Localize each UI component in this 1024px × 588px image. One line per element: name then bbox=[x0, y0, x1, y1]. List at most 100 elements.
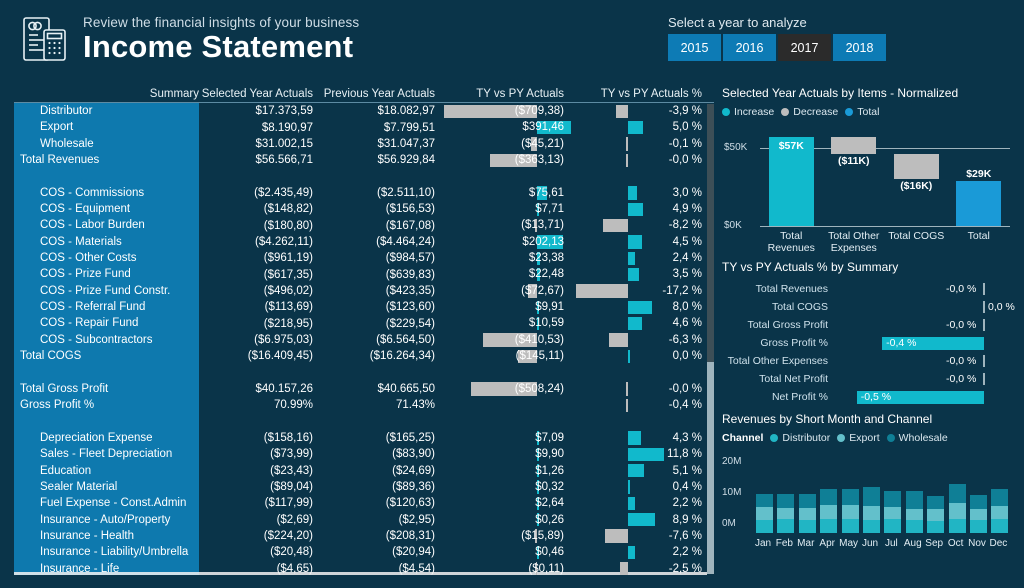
cell-previous-year-actuals: ($24,69) bbox=[392, 464, 435, 477]
table-row[interactable]: COS - Equipment ($148,82) ($156,53) $7,71 4,… bbox=[14, 201, 714, 218]
table-row[interactable]: Insurance - Auto/Property ($2,69) ($2,95) $… bbox=[14, 511, 714, 528]
monthly-stacked-column[interactable] bbox=[991, 489, 1009, 533]
year-button-2015[interactable]: 2015 bbox=[668, 34, 721, 61]
table-row[interactable]: COS - Other Costs ($961,19) ($984,57) $23,3… bbox=[14, 250, 714, 267]
ty-vs-py-pct-value: -17,2 % bbox=[662, 284, 702, 297]
table-row[interactable]: Total Revenues $56.566,71 $56.929,84 ($363,… bbox=[14, 152, 714, 169]
cell-previous-year-actuals: $56.929,84 bbox=[377, 154, 435, 167]
legend-item-export[interactable]: Export bbox=[837, 432, 880, 444]
waterfall-bar[interactable] bbox=[956, 180, 1002, 226]
monthly-segment-export bbox=[841, 505, 859, 520]
legend-item-wholesale[interactable]: Wholesale bbox=[886, 432, 948, 444]
ty-vs-py-pct-bar bbox=[608, 333, 628, 347]
monthly-segment-export bbox=[820, 505, 838, 520]
table-row[interactable]: Export $8.190,97 $7.799,51 $391,46 5,0 % bbox=[14, 119, 714, 136]
monthly-segment-distributor bbox=[927, 520, 945, 533]
column-header-selected-year-actuals[interactable]: Selected Year Actuals bbox=[201, 88, 313, 100]
cell-ty-vs-py-actuals-pct: 3,5 % bbox=[572, 266, 708, 282]
year-button-2016[interactable]: 2016 bbox=[723, 34, 776, 61]
summary-bar[interactable] bbox=[882, 336, 984, 350]
monthly-stacked-column[interactable] bbox=[970, 494, 987, 533]
legend-item-decrease[interactable]: Decrease bbox=[781, 106, 838, 118]
year-button-2017[interactable]: 2017 bbox=[778, 34, 831, 61]
table-row[interactable]: COS - Referral Fund ($113,69) ($123,60) $9,… bbox=[14, 299, 714, 316]
table-row[interactable]: Insurance - Health ($224,20) ($208,31) ($15… bbox=[14, 527, 714, 545]
summary-bar-row[interactable]: Total Net Profit -0,0 % bbox=[722, 370, 1018, 388]
monthly-stacked-column[interactable] bbox=[820, 489, 838, 533]
ty-vs-py-pct-value: -0,0 % bbox=[668, 382, 702, 395]
monthly-stacked-column[interactable] bbox=[927, 496, 945, 533]
ty-vs-py-pct-bar bbox=[616, 104, 628, 118]
column-header-previous-year-actuals[interactable]: Previous Year Actuals bbox=[323, 88, 435, 100]
scrollbar-track[interactable] bbox=[707, 362, 714, 574]
table-spacer-row bbox=[14, 364, 714, 381]
table-row[interactable]: Sales - Fleet Depreciation ($73,99) ($83,9… bbox=[14, 446, 714, 463]
table-row[interactable]: Distributor $17.373,59 $18.082,97 ($709,38)… bbox=[14, 103, 714, 120]
table-row[interactable]: COS - Labor Burden ($180,80) ($167,08) ($13… bbox=[14, 217, 714, 234]
waterfall-bar[interactable] bbox=[893, 153, 939, 179]
waterfall-category-label: Total Revenues bbox=[767, 230, 815, 254]
summary-bar[interactable] bbox=[856, 390, 984, 404]
monthly-segment-wholesale bbox=[798, 493, 816, 508]
table-row[interactable]: Sealer Material ($89,04) ($89,36) $0,32 0,4 … bbox=[14, 478, 714, 496]
column-header-ty-vs-py-actuals[interactable]: TY vs PY Actuals bbox=[476, 88, 564, 100]
monthly-segment-wholesale bbox=[948, 484, 966, 503]
waterfall-bar[interactable] bbox=[768, 136, 814, 226]
table-row[interactable]: Total COGS ($16.409,45) ($16.264,34) ($145,… bbox=[14, 348, 714, 365]
monthly-stacked-column[interactable] bbox=[863, 486, 880, 533]
monthly-stacked-column[interactable] bbox=[756, 493, 773, 533]
monthly-segment-distributor bbox=[905, 519, 923, 533]
table-row[interactable]: COS - Commissions ($2.435,49) ($2.511,10) $… bbox=[14, 184, 714, 202]
summary-bar-row[interactable]: Net Profit % -0,5 % bbox=[722, 388, 1018, 406]
summary-bar-row[interactable]: Total Revenues -0,0 % bbox=[722, 280, 1018, 298]
table-row[interactable]: Depreciation Expense ($158,16) ($165,25) $7… bbox=[14, 429, 714, 447]
table-scrollbar[interactable] bbox=[707, 104, 714, 574]
cell-ty-vs-py-actuals: $7,09 bbox=[441, 430, 572, 446]
ty-vs-py-bar bbox=[537, 513, 539, 527]
legend-item-total[interactable]: Total bbox=[845, 106, 879, 118]
table-header-row: Summary Selected Year Actuals Previous Y… bbox=[14, 82, 714, 103]
monthly-stacked-column[interactable] bbox=[841, 489, 859, 533]
summary-bar-row[interactable]: Total Other Expenses -0,0 % bbox=[722, 352, 1018, 370]
cell-ty-vs-py-actuals: $0,26 bbox=[441, 512, 572, 528]
table-row[interactable]: Education ($23,43) ($24,69) $1,26 5,1 % bbox=[14, 462, 714, 479]
y-axis-tick-label: $50K bbox=[724, 141, 748, 153]
legend-label: Total bbox=[857, 106, 880, 118]
year-selector-label: Select a year to analyze bbox=[668, 15, 807, 30]
table-row[interactable]: Insurance - Liability/Umbrella ($20,48) ($… bbox=[14, 544, 714, 561]
legend-item-distributor[interactable]: Distributor bbox=[770, 432, 830, 444]
table-row[interactable]: Fuel Expense - Const.Admin ($117,99) ($120… bbox=[14, 495, 714, 512]
column-header-ty-vs-py-actuals-pct[interactable]: TY vs PY Actuals % bbox=[600, 88, 702, 100]
cell-selected-year-actuals: ($73,99) bbox=[270, 448, 313, 461]
ty-vs-py-bar bbox=[535, 218, 537, 233]
table-row[interactable]: COS - Repair Fund ($218,95) ($229,54) $10,5… bbox=[14, 315, 714, 332]
column-header-summary[interactable]: Summary bbox=[149, 88, 199, 100]
ty-vs-py-pct-bar bbox=[628, 267, 639, 282]
table-row[interactable]: Insurance - Life ($4,65) ($4,54) ($0,11) -2,… bbox=[14, 560, 714, 575]
cell-ty-vs-py-actuals-pct: -17,2 % bbox=[572, 283, 708, 299]
table-row[interactable]: COS - Prize Fund ($617,35) ($639,83) $22,48… bbox=[14, 266, 714, 283]
table-row[interactable]: Total Gross Profit $40.157,26 $40.665,50 ($… bbox=[14, 380, 714, 398]
waterfall-plot-area: $50K $0K $57K Total Revenues ($11K) Total Oth… bbox=[722, 126, 1018, 256]
legend-item-increase[interactable]: Increase bbox=[722, 106, 774, 118]
table-row[interactable]: COS - Prize Fund Constr. ($496,02) ($423,3… bbox=[14, 282, 714, 300]
monthly-stacked-column[interactable] bbox=[798, 493, 816, 533]
cell-ty-vs-py-actuals: $0,46 bbox=[441, 544, 572, 560]
summary-bar-row[interactable]: Total Gross Profit -0,0 % bbox=[722, 316, 1018, 334]
table-row[interactable]: Wholesale $31.002,15 $31.047,37 ($45,21) -0,… bbox=[14, 135, 714, 153]
ty-vs-py-pct-value: 4,5 % bbox=[672, 235, 702, 248]
waterfall-bar[interactable] bbox=[831, 136, 877, 154]
monthly-stacked-column[interactable] bbox=[884, 490, 902, 533]
monthly-stacked-column[interactable] bbox=[777, 493, 795, 533]
summary-bar-row[interactable]: Total COGS 0,0 % bbox=[722, 298, 1018, 316]
table-row[interactable]: COS - Materials ($4.262,11) ($4.464,24) $20… bbox=[14, 233, 714, 251]
scrollbar-thumb[interactable] bbox=[707, 104, 714, 362]
waterfall-legend: Increase Decrease Total bbox=[722, 106, 1018, 118]
table-row[interactable]: COS - Subcontractors ($6.975,03) ($6.564,5… bbox=[14, 331, 714, 349]
monthly-stacked-column[interactable] bbox=[905, 490, 923, 533]
monthly-stacked-column[interactable] bbox=[948, 484, 966, 533]
year-button-2018[interactable]: 2018 bbox=[833, 34, 886, 61]
summary-bar-row[interactable]: Gross Profit % -0,4 % bbox=[722, 334, 1018, 352]
page-header: Review the financial insights of your bu… bbox=[0, 0, 1024, 80]
table-row[interactable]: Gross Profit % 70.99% 71.43% -0,4 % bbox=[14, 397, 714, 414]
